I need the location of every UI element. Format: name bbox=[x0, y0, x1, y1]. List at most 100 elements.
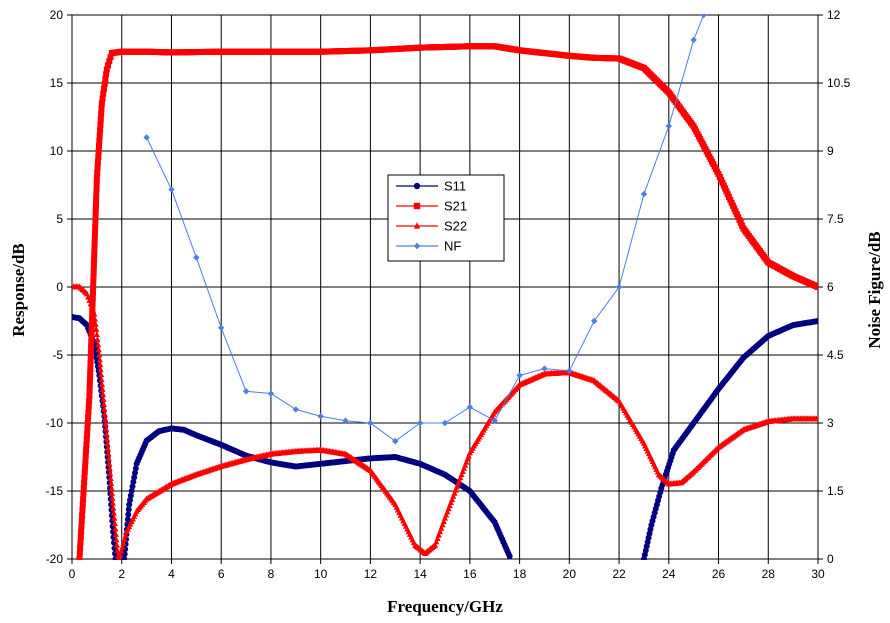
data-point-s22 bbox=[95, 346, 102, 353]
y-axis-ticks: -20 -15 -10 -5 0 5 10 15 20 bbox=[46, 8, 72, 566]
data-point-s11 bbox=[506, 553, 513, 560]
y-tick-label: 10 bbox=[50, 144, 64, 158]
data-point-nf bbox=[541, 365, 548, 372]
y2-tick-label: 9 bbox=[827, 144, 834, 158]
data-point-s21 bbox=[85, 403, 92, 410]
data-point-s22 bbox=[434, 535, 441, 541]
data-point-s22 bbox=[815, 415, 818, 422]
y-tick-label: 15 bbox=[50, 76, 64, 90]
y2-tick-label: 12 bbox=[827, 8, 841, 22]
data-point-s21 bbox=[89, 294, 96, 301]
data-point-s22 bbox=[113, 536, 120, 543]
data-point-s21 bbox=[88, 332, 95, 339]
data-point-s22 bbox=[93, 331, 100, 337]
legend-item-s21: S21 bbox=[396, 199, 467, 214]
data-point-s21 bbox=[86, 381, 93, 388]
data-point-s11 bbox=[129, 483, 136, 490]
data-point-s22 bbox=[447, 499, 454, 506]
data-point-s21 bbox=[105, 62, 112, 69]
data-point-s22 bbox=[101, 410, 108, 417]
data-point-s21 bbox=[86, 392, 93, 399]
y2-tick-label: 0 bbox=[827, 552, 834, 566]
data-point-s22 bbox=[106, 465, 113, 472]
y-tick-label: 0 bbox=[56, 280, 63, 294]
data-point-s21 bbox=[91, 240, 98, 247]
data-point-s22 bbox=[442, 514, 448, 521]
data-point-s21 bbox=[87, 371, 94, 378]
data-point-s22 bbox=[102, 415, 109, 422]
data-point-s22 bbox=[440, 518, 447, 524]
data-point-s22 bbox=[108, 479, 115, 486]
data-point-s21 bbox=[94, 164, 101, 171]
data-point-s21 bbox=[101, 80, 108, 87]
data-point-s21 bbox=[103, 66, 110, 73]
legend-item-s11: S11 bbox=[396, 179, 466, 194]
data-point-s22 bbox=[116, 555, 122, 560]
data-point-s22 bbox=[111, 520, 118, 527]
data-point-s22 bbox=[105, 450, 112, 457]
data-point-s21 bbox=[88, 343, 95, 350]
series-layer bbox=[72, 14, 818, 560]
data-point-s21 bbox=[94, 169, 101, 176]
x-tick-label: 20 bbox=[563, 567, 577, 581]
data-point-s22 bbox=[439, 521, 446, 528]
y-tick-label: 5 bbox=[56, 212, 63, 226]
legend: S11 S21 S22 NF bbox=[387, 174, 505, 262]
data-point-s21 bbox=[90, 273, 97, 280]
data-point-s11 bbox=[130, 478, 137, 485]
data-point-s21 bbox=[93, 186, 100, 193]
data-point-s22 bbox=[106, 460, 113, 467]
data-point-s22 bbox=[112, 525, 119, 532]
data-point-s22 bbox=[465, 452, 472, 459]
y-tick-label: 20 bbox=[50, 8, 64, 22]
y2-tick-label: 3 bbox=[827, 416, 834, 430]
data-point-s21 bbox=[96, 132, 103, 139]
data-point-s21 bbox=[82, 452, 89, 459]
data-point-s22 bbox=[121, 535, 128, 542]
data-point-s21 bbox=[92, 207, 99, 214]
x-tick-label: 8 bbox=[268, 567, 275, 581]
data-point-s22 bbox=[459, 467, 466, 474]
data-point-nf bbox=[566, 367, 573, 375]
data-point-nf bbox=[342, 417, 349, 424]
x-tick-label: 28 bbox=[762, 567, 776, 581]
data-point-nf bbox=[218, 324, 225, 331]
data-point-s22 bbox=[437, 528, 444, 535]
data-point-nf bbox=[491, 417, 498, 424]
data-point-s22 bbox=[96, 351, 103, 358]
data-point-s21 bbox=[92, 218, 99, 225]
x-tick-label: 12 bbox=[364, 567, 378, 581]
data-point-s21 bbox=[93, 175, 100, 182]
data-point-s22 bbox=[96, 356, 103, 363]
data-point-s21 bbox=[90, 284, 97, 290]
data-point-s22 bbox=[105, 455, 112, 462]
data-point-s21 bbox=[85, 409, 92, 416]
data-point-s22 bbox=[103, 425, 110, 432]
legend-label: S22 bbox=[444, 219, 467, 234]
data-point-s22 bbox=[119, 543, 126, 550]
data-point-s22 bbox=[446, 502, 453, 509]
data-point-s22 bbox=[445, 505, 452, 512]
data-point-s22 bbox=[117, 551, 124, 558]
data-point-s21 bbox=[76, 556, 83, 560]
data-point-s21 bbox=[95, 148, 102, 155]
x-tick-label: 18 bbox=[513, 567, 527, 581]
data-point-nf bbox=[591, 317, 598, 325]
data-point-s22 bbox=[104, 440, 111, 447]
data-point-s22 bbox=[98, 371, 105, 378]
data-point-s21 bbox=[90, 278, 97, 285]
data-point-s22 bbox=[92, 315, 99, 322]
data-point-nf bbox=[367, 419, 374, 427]
data-point-nf bbox=[242, 388, 250, 395]
data-point-s21 bbox=[102, 76, 109, 83]
data-point-s21 bbox=[80, 496, 87, 503]
data-point-s21 bbox=[78, 523, 85, 530]
data-point-s21 bbox=[87, 349, 94, 356]
data-point-s21 bbox=[88, 322, 95, 329]
data-point-s21 bbox=[78, 528, 85, 535]
data-point-s22 bbox=[104, 445, 111, 452]
y2-tick-label: 1.5 bbox=[827, 484, 844, 498]
data-point-nf bbox=[615, 283, 623, 291]
data-point-s21 bbox=[83, 436, 90, 443]
data-point-s21 bbox=[87, 360, 94, 367]
